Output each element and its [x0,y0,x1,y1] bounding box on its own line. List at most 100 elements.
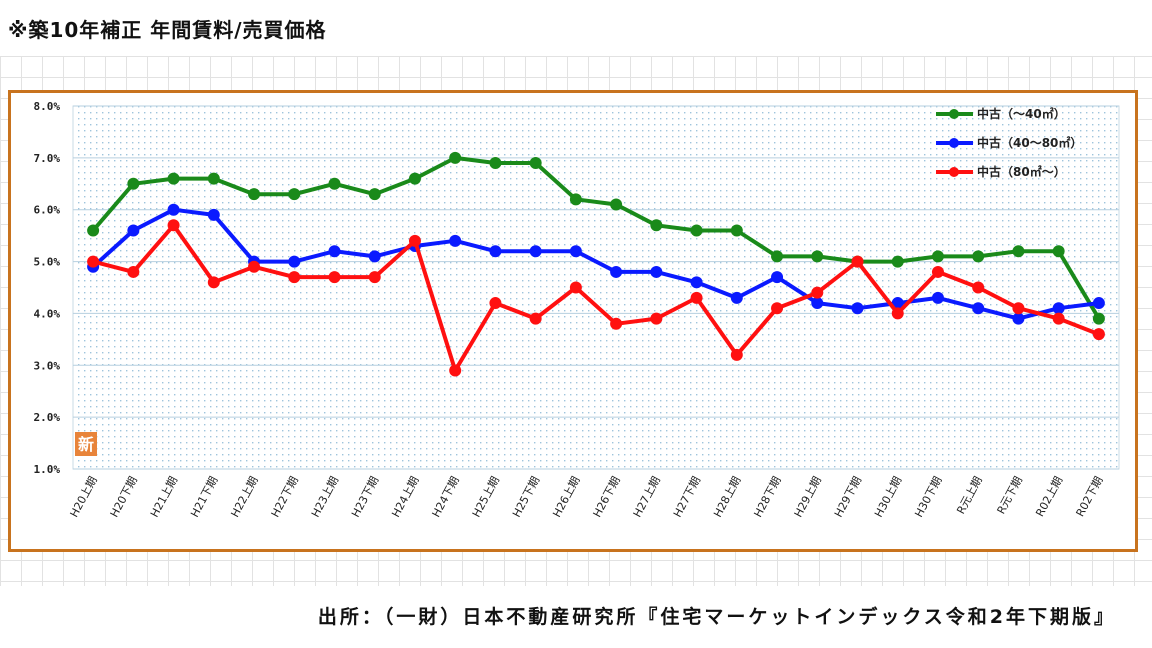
source-citation: 出所：（一財）日本不動産研究所『住宅マーケットインデックス令和2年下期版』 [317,606,1116,628]
new-badge: 新 [75,432,97,456]
data-point [730,348,743,361]
x-tick-label: H21下期 [188,474,220,519]
x-tick-label: H29上期 [792,474,824,519]
data-point [489,297,502,310]
data-point [972,250,985,263]
data-point [569,193,582,206]
data-point [972,302,985,315]
data-point [811,250,824,263]
plot-area [72,105,1120,470]
data-point [931,265,944,278]
data-point [328,271,341,284]
data-point [851,255,864,268]
data-point [931,291,944,304]
legend-swatch-marker [949,109,959,119]
data-point [931,250,944,263]
data-point [207,208,220,221]
data-point [690,224,703,237]
data-point [771,302,784,315]
y-tick-label: 1.0% [34,463,61,476]
data-point [569,281,582,294]
data-point [288,188,301,201]
y-tick-label: 4.0% [34,307,61,320]
data-point [529,312,542,325]
x-tick-label: H30上期 [872,474,904,519]
x-tick-label: R02下期 [1074,474,1106,519]
x-tick-label: H24下期 [430,474,462,519]
data-point [288,271,301,284]
data-point [529,157,542,170]
data-point [891,307,904,320]
data-point [87,255,100,268]
data-point [1052,245,1065,258]
data-point [811,297,824,310]
data-point [328,177,341,190]
title-band [0,0,1152,56]
x-tick-label: H20下期 [108,474,140,519]
data-point [408,172,421,185]
y-tick-label: 2.0% [34,411,61,424]
legend-swatch-marker [949,138,959,148]
data-point [610,265,623,278]
data-point [489,245,502,258]
x-tick-label: R元下期 [995,474,1026,516]
x-tick-label: H27下期 [671,474,703,519]
data-point [1012,312,1025,325]
new-badge-label: 新 [78,435,94,454]
data-point [288,255,301,268]
x-tick-label: H30下期 [912,474,944,519]
data-point [1052,312,1065,325]
data-point [408,234,421,247]
line-chart: 8.0%7.0%6.0%5.0%4.0%3.0%2.0%1.0% H20上期 H2… [34,100,1120,520]
x-tick-label: H22下期 [269,474,301,519]
x-tick-label: H28上期 [711,474,743,519]
data-point [1092,328,1105,341]
legend-label: 中古（～40㎡） [977,106,1066,121]
x-tick-label: H27上期 [631,474,663,519]
data-point [650,265,663,278]
data-point [167,203,180,216]
data-point [972,281,985,294]
legend: 中古（～40㎡） 中古（40～80㎡） 中古（80㎡～） [936,106,1082,179]
data-point [207,172,220,185]
data-point [891,255,904,268]
data-point [851,302,864,315]
legend-label: 中古（80㎡～） [977,164,1066,179]
chart-frame: 8.0% 7.0% 6.0% 5.0% 4.0% 3.0% 2.0% 1.0% H20上期 H2… [8,90,1138,552]
data-point [368,271,381,284]
data-point [449,364,462,377]
data-point [167,219,180,232]
data-point [368,188,381,201]
x-axis: H20上期 H20下期 H21上期 H21下期 H22上期 H22下期 H23上期 H23下期… [67,474,1105,519]
y-tick-label: 8.0% [34,100,61,113]
x-tick-label: H20上期 [67,474,99,519]
x-tick-label: H26上期 [550,474,582,519]
y-tick-label: 3.0% [34,359,61,372]
data-point [207,276,220,289]
x-tick-label: H25上期 [470,474,502,519]
data-point [891,297,904,310]
data-point [167,172,180,185]
data-point [771,250,784,263]
data-point [730,224,743,237]
new-badge-box [75,432,97,456]
y-tick-label: 5.0% [34,256,61,269]
data-point [368,250,381,263]
data-point [328,245,341,258]
y-axis: 8.0% 7.0% 6.0% 5.0% 4.0% 3.0% 2.0% 1.0% [34,100,61,476]
series-line [91,207,1100,321]
x-tick-label: H21上期 [148,474,180,519]
x-tick-label: H29下期 [832,474,864,519]
series-line [92,223,1100,373]
data-point [248,188,261,201]
data-point [449,234,462,247]
data-point [127,177,140,190]
page-title: ※築10年補正 年間賃料/売買価格 [8,18,327,42]
x-tick-label: H23上期 [309,474,341,519]
data-point [650,219,663,232]
y-tick-label: 7.0% [34,152,61,165]
data-point [690,291,703,304]
footer-band [0,586,1152,648]
data-point [1092,297,1105,310]
data-point [127,224,140,237]
